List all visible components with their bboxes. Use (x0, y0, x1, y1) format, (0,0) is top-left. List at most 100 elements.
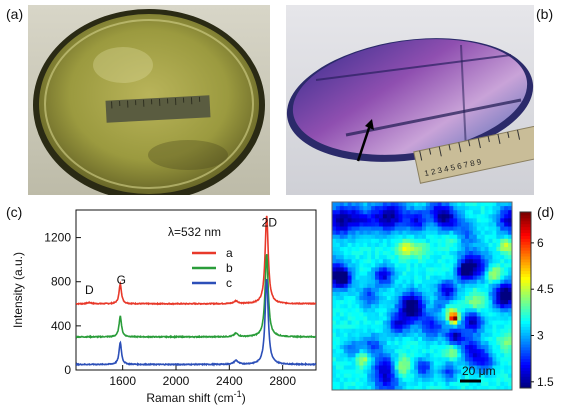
colorbar-segment (520, 346, 531, 351)
heatmap-cell (453, 328, 458, 334)
heatmap-cell (394, 324, 399, 330)
heatmap-cell (355, 210, 360, 215)
heatmap-cell (382, 255, 388, 260)
heatmap-cell (371, 308, 376, 313)
heatmap-cell (410, 332, 415, 338)
heatmap-cell (433, 328, 439, 334)
heatmap-cell (410, 222, 415, 227)
heatmap-cell (371, 218, 376, 223)
heatmap-cell (445, 296, 450, 301)
heatmap-cell (480, 222, 486, 227)
heatmap-cell (343, 377, 349, 383)
heatmap-cell (461, 255, 466, 260)
heatmap-cell (382, 377, 388, 383)
heatmap-cell (355, 296, 360, 301)
heatmap-cell (504, 267, 509, 272)
heatmap-cell (406, 202, 411, 207)
heatmap-cell (382, 287, 388, 293)
heatmap-cell (367, 222, 372, 227)
heatmap-cell (488, 287, 493, 293)
heatmap-cell (476, 246, 482, 252)
heatmap-cell (375, 222, 380, 227)
heatmap-cell (343, 320, 349, 326)
heatmap-cell (437, 242, 442, 248)
heatmap-cell (504, 214, 509, 219)
heatmap-cell (367, 316, 372, 321)
heatmap-cell (339, 332, 345, 338)
heatmap-cell (355, 345, 360, 350)
heatmap-cell (390, 332, 396, 338)
heatmap-cell (332, 373, 337, 379)
heatmap-cell (433, 263, 439, 268)
heatmap-cell (461, 373, 466, 379)
heatmap-cell (476, 328, 482, 334)
heatmap-cell (363, 279, 368, 285)
heatmap-cell (351, 275, 356, 281)
heatmap-cell (355, 312, 360, 317)
heatmap-cell (347, 255, 352, 260)
heatmap-cell (433, 373, 439, 379)
heatmap-cell (390, 242, 396, 248)
heatmap-cell (449, 300, 454, 305)
heatmap-cell (367, 202, 372, 207)
heatmap-cell (375, 263, 380, 268)
heatmap-cell (508, 316, 513, 321)
heatmap-cell (429, 222, 435, 227)
heatmap-cell (500, 271, 505, 276)
heatmap-cell (484, 296, 489, 301)
heatmap-cell (449, 259, 454, 264)
heatmap-cell (378, 381, 384, 387)
colorbar-segment (520, 226, 531, 231)
heatmap-cell (425, 218, 431, 223)
heatmap-cell (363, 283, 368, 289)
heatmap-cell (468, 263, 474, 268)
heatmap-cell (504, 349, 509, 354)
heatmap-cell (492, 385, 497, 391)
heatmap-cell (472, 218, 478, 223)
heatmap-cell (441, 336, 446, 342)
heatmap-cell (414, 365, 419, 370)
heatmap-cell (375, 369, 380, 375)
heatmap-cell (359, 263, 364, 268)
heatmap-cell (378, 218, 384, 223)
heatmap-cell (410, 357, 415, 362)
heatmap-cell (402, 246, 407, 252)
heatmap-cell (461, 259, 466, 264)
heatmap-cell (339, 255, 345, 260)
heatmap-cell (406, 385, 411, 391)
colorbar-segment (520, 352, 531, 357)
heatmap-cell (339, 361, 345, 366)
heatmap-cell (465, 312, 470, 317)
heatmap-cell (433, 214, 439, 219)
heatmap-cell (398, 385, 403, 391)
heatmap-cell (504, 283, 509, 289)
heatmap-cell (410, 336, 415, 342)
heatmap-cell (339, 328, 345, 334)
heatmap-cell (414, 234, 419, 240)
heatmap-cell (386, 238, 392, 244)
heatmap-cell (371, 202, 376, 207)
heatmap-cell (453, 230, 458, 236)
heatmap-cell (375, 296, 380, 301)
heatmap-cell (367, 340, 372, 346)
heatmap-cell (382, 230, 388, 236)
heatmap-cell (390, 300, 396, 305)
heatmap-cell (453, 271, 458, 276)
heatmap-cell (465, 271, 470, 276)
heatmap-cell (378, 312, 384, 317)
heatmap-cell (382, 357, 388, 362)
heatmap-cell (465, 385, 470, 391)
heatmap-cell (402, 308, 407, 313)
heatmap-cell (480, 316, 486, 321)
heatmap-cell (425, 296, 431, 301)
heatmap-cell (453, 332, 458, 338)
heatmap-cell (414, 381, 419, 387)
heatmap-cell (378, 251, 384, 256)
heatmap-cell (480, 300, 486, 305)
heatmap-cell (390, 214, 396, 219)
heatmap-cell (378, 308, 384, 313)
heatmap-cell (508, 345, 513, 350)
heatmap-cell (465, 222, 470, 227)
heatmap-cell (429, 361, 435, 366)
heatmap-cell (457, 251, 462, 256)
